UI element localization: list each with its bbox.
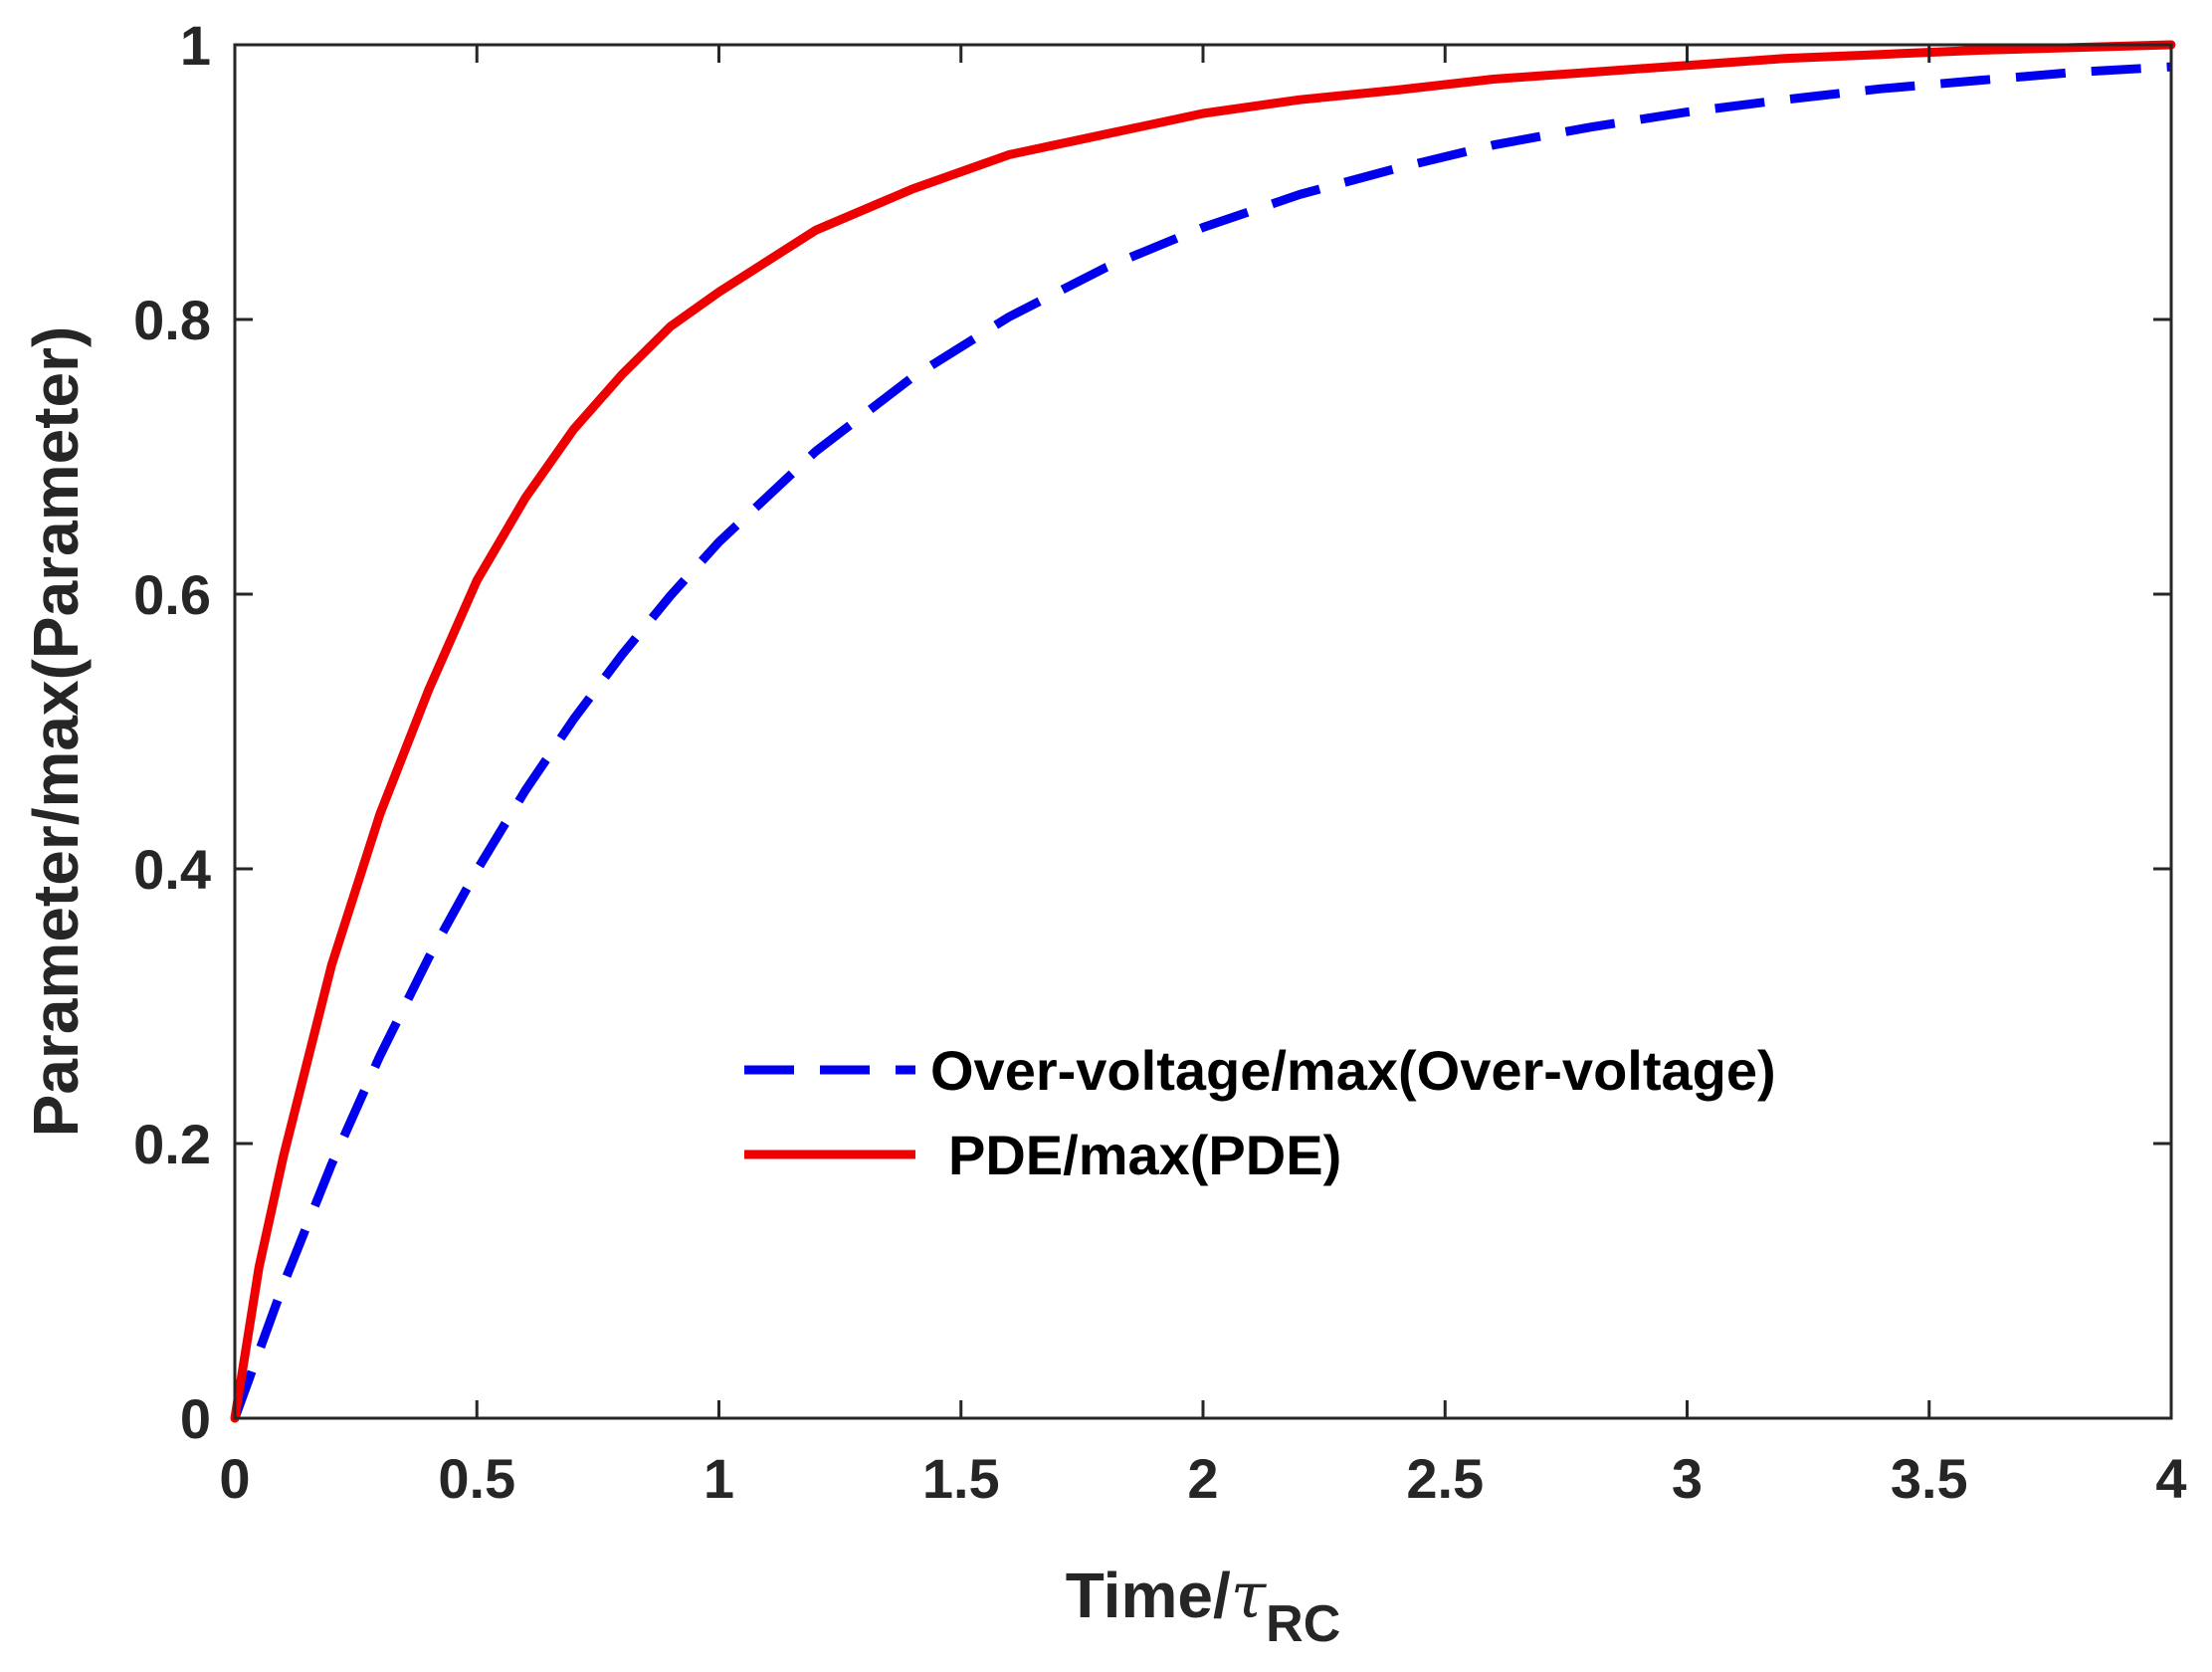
axes-layer: 0 0.5 1 1.5 2 2.5 3 3.5 4 0 0.2 0.4 0.6 0.8 1 Time/τRC P… bbox=[20, 14, 2187, 1653]
y-tick-label: 0.4 bbox=[133, 838, 211, 901]
x-tick-label: 3.5 bbox=[1891, 1447, 1968, 1510]
x-tick-label: 0 bbox=[219, 1447, 250, 1510]
y-tick-label: 0 bbox=[180, 1387, 211, 1450]
y-tick-label: 1 bbox=[180, 14, 211, 77]
legend-label-2: PDE/max(PDE) bbox=[948, 1124, 1341, 1186]
y-tick-label: 0.6 bbox=[133, 563, 211, 626]
series-line-2 bbox=[230, 40, 2176, 1423]
x-tick-label: 1.5 bbox=[922, 1447, 1000, 1510]
series-line-1 bbox=[230, 62, 2172, 1420]
x-tick-label: 1 bbox=[704, 1447, 734, 1510]
legend-label-1: Over-voltage/max(Over-voltage) bbox=[930, 1039, 1776, 1102]
x-axis-label-subscript: RC bbox=[1266, 1595, 1340, 1653]
x-tick-label: 3 bbox=[1672, 1447, 1703, 1510]
x-axis-label-main: Time/ bbox=[1066, 1560, 1231, 1631]
legend: Over-voltage/max(Over-voltage) PDE/max(PD… bbox=[744, 1039, 1776, 1186]
x-tick-label: 4 bbox=[2155, 1447, 2186, 1510]
x-tick-label: 2 bbox=[1187, 1447, 1218, 1510]
plot-frame bbox=[233, 43, 2173, 1420]
x-axis-label-symbol: τ bbox=[1231, 1560, 1268, 1633]
y-tick-label: 0.2 bbox=[133, 1113, 211, 1175]
x-axis-label: Time/τRC bbox=[1066, 1560, 1341, 1653]
plot-layer bbox=[230, 40, 2176, 1423]
y-tick-label: 0.8 bbox=[133, 289, 211, 351]
x-tick-label: 2.5 bbox=[1406, 1447, 1484, 1510]
y-axis-label: Parameter/max(Parameter) bbox=[20, 326, 92, 1138]
x-tick-label: 0.5 bbox=[438, 1447, 515, 1510]
